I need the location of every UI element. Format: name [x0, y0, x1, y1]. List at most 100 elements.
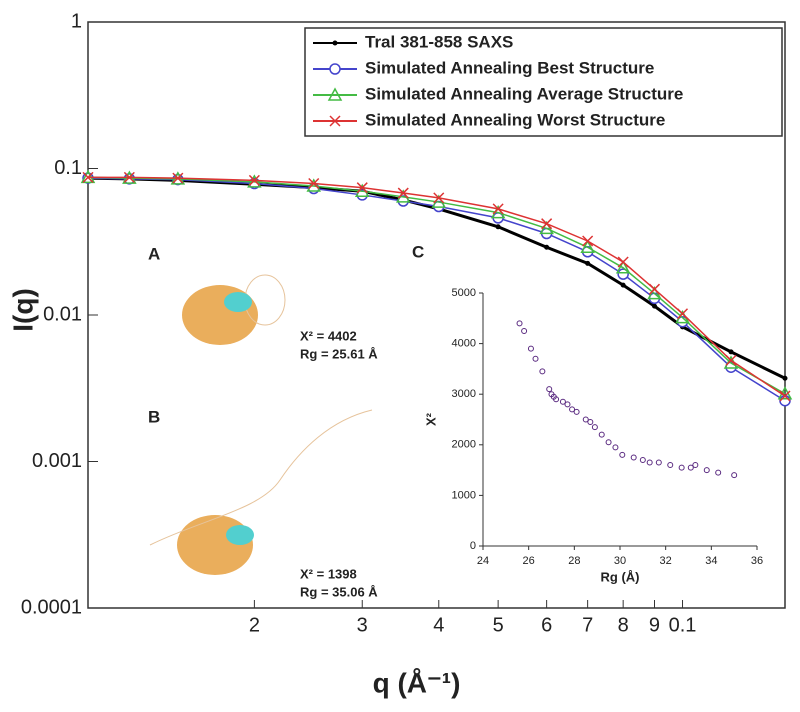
- legend-label: Simulated Annealing Average Structure: [365, 84, 683, 103]
- marker: [615, 260, 631, 274]
- marker: [397, 187, 409, 199]
- marker: [779, 394, 791, 407]
- x-tick-label: 8: [618, 614, 629, 636]
- x-tick-label: 28: [568, 555, 580, 567]
- ligand: [226, 525, 254, 545]
- protein-a: [182, 274, 286, 345]
- marker: [617, 256, 629, 268]
- marker: [329, 115, 341, 127]
- inset-axes: [482, 293, 757, 547]
- marker: [329, 63, 341, 75]
- marker: [782, 375, 788, 381]
- y-tick-label: 3000: [452, 388, 476, 400]
- marker: [725, 354, 737, 366]
- point: [612, 444, 619, 451]
- marker: [172, 172, 184, 184]
- marker: [544, 244, 550, 250]
- point: [667, 462, 674, 469]
- x-tick-label: 9: [649, 614, 660, 636]
- y-tick-label: 1: [71, 10, 82, 32]
- annotation: Rg = 25.61 Å: [300, 346, 378, 361]
- point: [573, 408, 580, 415]
- marker: [492, 203, 504, 215]
- marker: [82, 171, 94, 183]
- marker: [308, 177, 320, 190]
- marker: [728, 349, 734, 355]
- point: [521, 327, 528, 334]
- y-tick-label: 0.001: [32, 450, 82, 472]
- x-tick-label: 3: [357, 614, 368, 636]
- panel-label: C: [412, 242, 424, 261]
- marker: [248, 174, 260, 186]
- point: [553, 396, 560, 403]
- x-tick-label: 34: [705, 555, 717, 567]
- point: [598, 431, 605, 438]
- y-tick-label: 5000: [452, 287, 476, 299]
- point: [546, 386, 553, 393]
- point: [569, 406, 576, 413]
- annotation: X² = 1398: [300, 566, 357, 581]
- marker: [676, 308, 689, 320]
- marker: [495, 224, 501, 230]
- point: [564, 401, 571, 408]
- y-axis-label: I(q): [7, 288, 38, 332]
- marker: [779, 390, 791, 402]
- marker: [332, 40, 338, 46]
- y-tick-label: 1000: [452, 489, 476, 501]
- point: [591, 424, 598, 431]
- series-line: [88, 176, 786, 397]
- point: [559, 398, 566, 405]
- y-tick-label: 0: [470, 540, 476, 552]
- point: [655, 459, 662, 466]
- point: [630, 454, 637, 461]
- legend-label: Simulated Annealing Worst Structure: [365, 110, 665, 129]
- marker: [327, 87, 343, 101]
- marker: [648, 283, 661, 295]
- x-tick-label: 6: [541, 614, 552, 636]
- x-tick-label: 0.1: [669, 614, 697, 636]
- protein-body: [182, 285, 258, 345]
- marker: [433, 192, 445, 204]
- annotation: Rg = 35.06 Å: [300, 584, 378, 599]
- point: [703, 467, 710, 474]
- protein-tail: [149, 409, 373, 546]
- x-tick-label: 32: [660, 555, 672, 567]
- marker: [539, 220, 554, 235]
- y-tick-label: 0.1: [54, 157, 82, 179]
- point: [692, 462, 699, 469]
- x-tick-label: 36: [751, 555, 763, 567]
- point: [619, 451, 626, 458]
- marker: [356, 182, 368, 194]
- point: [605, 439, 612, 446]
- x-tick-label: 26: [523, 555, 535, 567]
- y-tick-label: 4000: [452, 338, 476, 350]
- panel-label: B: [148, 407, 160, 426]
- legend-label: Simulated Annealing Best Structure: [365, 58, 654, 77]
- x-tick-label: 30: [614, 555, 626, 567]
- x-axis-label: Rg (Å): [601, 569, 640, 584]
- marker: [123, 171, 135, 183]
- legend-label: Tral 381-858 SAXS: [365, 32, 513, 51]
- protein-b: [149, 409, 373, 575]
- series-line: [87, 177, 786, 402]
- marker: [617, 268, 629, 280]
- marker: [585, 260, 591, 266]
- point: [539, 368, 546, 375]
- y-tick-label: 0.01: [43, 303, 82, 325]
- point: [731, 472, 738, 479]
- point: [527, 345, 534, 352]
- x-tick-label: 5: [493, 614, 504, 636]
- point: [516, 320, 523, 327]
- point: [587, 419, 594, 426]
- series-line: [87, 176, 786, 380]
- x-tick-label: 2: [249, 614, 260, 636]
- y-axis-label: X²: [423, 412, 438, 426]
- y-tick-label: 0.0001: [21, 596, 82, 618]
- legend-box: [304, 27, 783, 137]
- x-tick-label: 24: [477, 555, 489, 567]
- marker: [541, 218, 553, 230]
- annotation: X² = 4402: [300, 328, 357, 343]
- ligand: [224, 292, 252, 312]
- marker: [247, 174, 262, 188]
